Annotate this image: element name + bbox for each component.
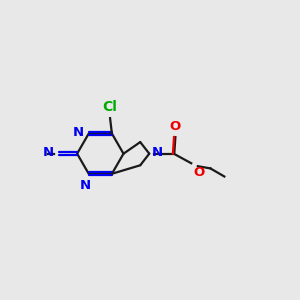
Text: N: N [80, 178, 91, 192]
Text: N: N [152, 146, 163, 159]
Text: O: O [170, 120, 181, 133]
Text: N: N [43, 146, 54, 159]
Text: N: N [73, 126, 84, 139]
Text: Cl: Cl [103, 100, 118, 114]
Text: O: O [194, 166, 205, 179]
